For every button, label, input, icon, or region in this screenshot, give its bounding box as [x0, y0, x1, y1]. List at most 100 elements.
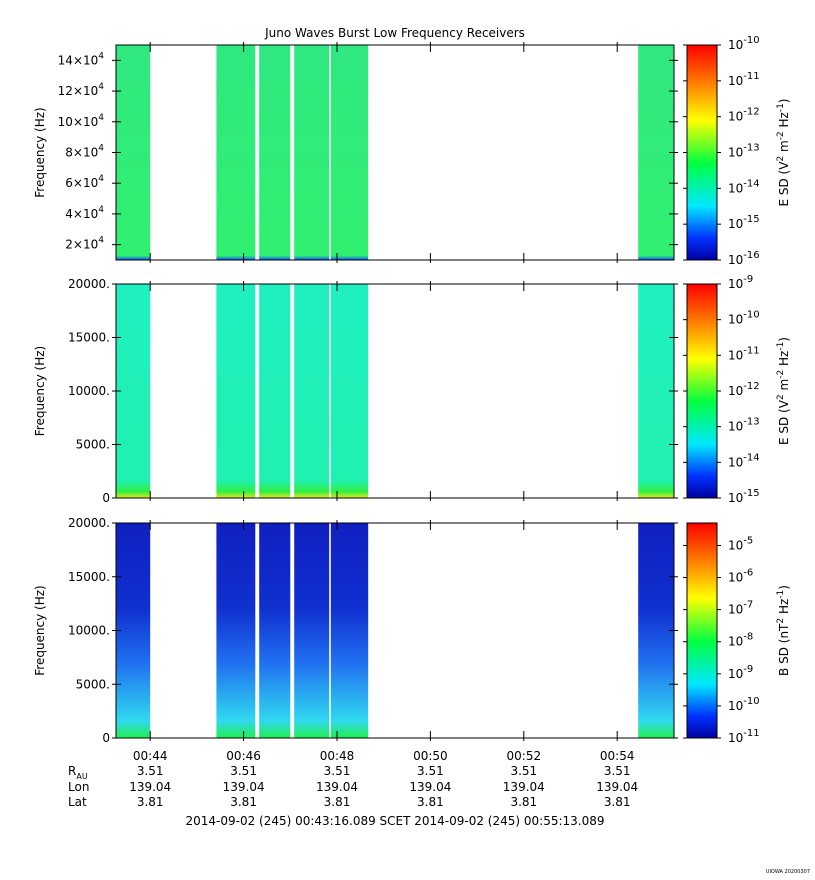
ephemeris-value: 3.81 [510, 795, 537, 809]
y-tick-label: 0 [102, 491, 110, 505]
colorbar-tick-label: 10-9 [728, 664, 753, 681]
colorbar-label: E SD (V2 m-2 Hz-1) [776, 337, 791, 445]
colorbar-tick-label: 10-15 [728, 214, 760, 231]
colorbar [686, 44, 718, 261]
data-segment-5 [330, 523, 369, 738]
data-segment-4 [294, 284, 330, 498]
ephemeris-value: 3.81 [604, 795, 631, 809]
colorbar-tick-label: 10-14 [728, 452, 760, 469]
y-tick-label: 15000. [68, 570, 110, 584]
spectrogram-panel-1: 2×104 4×104 6×104 8×104 10×104 12×104 14×104 Fr… [33, 35, 791, 267]
data-segment-2 [216, 45, 256, 260]
colorbar-tick-label: 10-12 [728, 107, 760, 124]
colorbar-tick-label: 10-15 [728, 488, 760, 505]
ephemeris-value: 3.81 [137, 795, 164, 809]
x-tick-label: 00:48 [320, 749, 355, 763]
y-tick-label: 4×104 [65, 205, 104, 221]
plot-frame [115, 283, 675, 499]
spectrogram-panel-3: 0 5000. 10000. 15000. 20000. Frequency (Hz) 10… [33, 516, 791, 745]
y-tick-label: 10000. [68, 624, 110, 638]
colorbar-tick-label: 10-13 [728, 417, 760, 434]
colorbar-tick-label: 10-9 [728, 274, 753, 291]
ephemeris-value: 3.51 [510, 764, 537, 778]
colorbar-label: B SD (nT2 Hz-1) [776, 585, 791, 676]
data-segment-5 [330, 45, 369, 260]
y-axis-label: Frequency (Hz) [33, 107, 47, 198]
colorbar-tick-label: 10-10 [728, 310, 760, 327]
ephemeris-value: 3.51 [324, 764, 351, 778]
data-segment-5 [330, 284, 369, 498]
ephemeris-value: 139.04 [129, 780, 171, 794]
chart-title: Juno Waves Burst Low Frequency Receivers [264, 26, 525, 40]
colorbar-tick-label: 10-10 [728, 696, 760, 713]
ephemeris-label: RAU [68, 764, 88, 781]
y-tick-label: 5000. [76, 438, 110, 452]
ephemeris-value: 3.81 [324, 795, 351, 809]
y-tick-label: 20000. [68, 277, 110, 291]
plot-frame [115, 522, 675, 739]
stamp: UIOWA 20200307 [766, 869, 810, 875]
y-tick-label: 2×104 [65, 236, 104, 252]
data-segment-4 [294, 45, 330, 260]
colorbar-tick-label: 10-11 [728, 728, 760, 745]
ephemeris-value: 139.04 [223, 780, 265, 794]
data-segment-1 [116, 523, 151, 738]
ephemeris-value: 3.51 [137, 764, 164, 778]
y-tick-label: 6×104 [65, 174, 104, 190]
y-tick-label: 0 [102, 731, 110, 745]
data-segment-1 [116, 45, 151, 260]
ephemeris-value: 139.04 [409, 780, 451, 794]
y-tick-label: 10×104 [58, 113, 105, 129]
ephemeris-label: Lat [68, 795, 87, 809]
ephemeris-value: 139.04 [503, 780, 545, 794]
y-axis-label: Frequency (Hz) [33, 585, 47, 676]
data-segment-6 [638, 45, 674, 260]
colorbar-tick-label: 10-13 [728, 143, 760, 160]
colorbar [686, 283, 718, 499]
colorbar-tick-label: 10-10 [728, 35, 760, 52]
x-tick-label: 00:44 [133, 749, 168, 763]
ephemeris-value: 139.04 [316, 780, 358, 794]
data-segment-6 [638, 284, 674, 498]
colorbar-tick-label: 10-6 [728, 568, 753, 585]
data-segment-1 [116, 284, 151, 498]
plot-frame [115, 44, 675, 261]
ephemeris-value: 3.51 [604, 764, 631, 778]
y-axis-label: Frequency (Hz) [33, 346, 47, 437]
y-tick-label: 15000. [68, 331, 110, 345]
y-tick-label: 5000. [76, 677, 110, 691]
colorbar-tick-label: 10-8 [728, 632, 753, 649]
colorbar-tick-label: 10-11 [728, 71, 760, 88]
x-tick-label: 00:46 [226, 749, 261, 763]
y-tick-label: 10000. [68, 384, 110, 398]
y-tick-label: 14×104 [58, 51, 105, 67]
data-segment-4 [294, 523, 330, 738]
colorbar-tick-label: 10-11 [728, 345, 760, 362]
ephemeris-value: 3.81 [417, 795, 444, 809]
time-range: 2014-09-02 (245) 00:43:16.089 SCET 2014-… [185, 814, 604, 828]
colorbar-label: E SD (V2 m-2 Hz-1) [776, 98, 791, 206]
colorbar-tick-label: 10-7 [728, 600, 753, 617]
colorbar [686, 522, 718, 739]
data-segment-6 [638, 523, 674, 738]
y-tick-label: 12×104 [58, 82, 105, 98]
data-segment-3 [259, 523, 291, 738]
data-segment-2 [216, 284, 256, 498]
ephemeris-value: 3.51 [230, 764, 257, 778]
x-tick-label: 00:52 [507, 749, 542, 763]
data-segment-3 [259, 284, 291, 498]
y-tick-label: 20000. [68, 516, 110, 530]
ephemeris-label: Lon [68, 780, 89, 794]
x-tick-label: 00:54 [600, 749, 635, 763]
colorbar-tick-label: 10-16 [728, 250, 760, 267]
ephemeris-value: 139.04 [596, 780, 638, 794]
colorbar-tick-label: 10-14 [728, 178, 760, 195]
x-tick-label: 00:50 [413, 749, 448, 763]
ephemeris-value: 3.81 [230, 795, 257, 809]
data-segment-2 [216, 523, 256, 738]
data-segment-3 [259, 45, 291, 260]
colorbar-tick-label: 10-5 [728, 535, 753, 552]
spectrogram-panel-2: 0 5000. 10000. 15000. 20000. Frequency (Hz) 10… [33, 274, 791, 505]
ephemeris-value: 3.51 [417, 764, 444, 778]
